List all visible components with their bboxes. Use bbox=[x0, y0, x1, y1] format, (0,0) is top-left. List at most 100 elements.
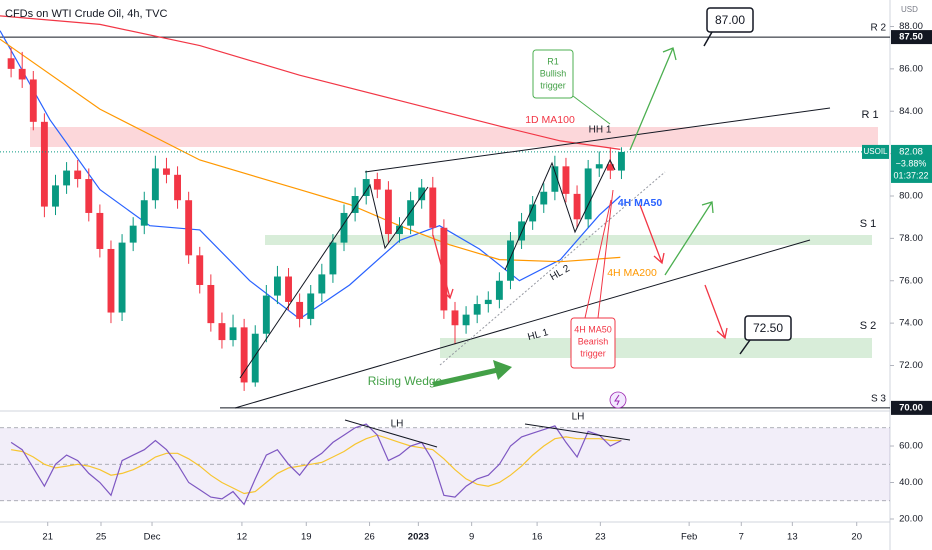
y-tick-label: 40.00 bbox=[899, 477, 923, 488]
bear-arrow bbox=[704, 284, 728, 340]
rsi-label: LH bbox=[391, 419, 404, 430]
candle-body bbox=[174, 174, 181, 201]
level-name: R 1 bbox=[861, 109, 878, 121]
candle-body bbox=[163, 168, 170, 175]
wedge-lower bbox=[234, 239, 811, 409]
candle-body bbox=[107, 248, 115, 313]
bull-box-line: trigger bbox=[540, 80, 566, 90]
candle-body bbox=[296, 301, 304, 319]
level-tag bbox=[891, 30, 932, 45]
candle-body bbox=[473, 304, 481, 315]
candle-body bbox=[573, 193, 581, 220]
x-tick-label: Dec bbox=[144, 532, 161, 543]
x-tick-label: 20 bbox=[851, 532, 862, 543]
rsi-line bbox=[10, 423, 622, 506]
candle-body bbox=[551, 166, 559, 192]
rsi-line bbox=[11, 434, 622, 495]
candle-body bbox=[218, 323, 226, 341]
candle-body bbox=[362, 179, 370, 196]
candle-body bbox=[318, 274, 326, 294]
level-tag bbox=[891, 400, 932, 415]
candle-body bbox=[74, 170, 82, 180]
swing-line bbox=[239, 183, 429, 379]
candle-body bbox=[63, 170, 71, 186]
candle-body bbox=[273, 276, 281, 296]
y-tick-label: 60.00 bbox=[899, 441, 923, 452]
bear-box-line: 4H MA50 bbox=[574, 324, 612, 334]
x-tick-label: 12 bbox=[237, 532, 248, 543]
target-pointer bbox=[703, 31, 713, 47]
s1-zone bbox=[265, 235, 872, 245]
x-tick-label: 9 bbox=[469, 532, 474, 543]
moving-average bbox=[0, 38, 621, 263]
candle-body bbox=[373, 179, 381, 190]
x-tick-label: 26 bbox=[364, 532, 375, 543]
candle-body bbox=[29, 79, 37, 122]
target-label: 72.50 bbox=[753, 321, 783, 335]
y-tick-label: 20.00 bbox=[899, 514, 923, 525]
rsi-lh-line bbox=[344, 419, 438, 448]
candle-body bbox=[151, 168, 159, 201]
candle-body bbox=[52, 185, 59, 207]
rsi-label: LH bbox=[572, 412, 585, 423]
candle-body bbox=[196, 255, 204, 285]
candle-body bbox=[240, 327, 248, 383]
ma-label: 4H MA200 bbox=[607, 267, 657, 279]
swing-line bbox=[504, 158, 616, 271]
candle-body bbox=[351, 195, 359, 213]
ma-label: 4H MA50 bbox=[618, 197, 663, 209]
x-tick-label: 7 bbox=[739, 532, 744, 543]
y-tick-label: 88.00 bbox=[899, 21, 923, 32]
candle-body bbox=[185, 200, 193, 256]
symbol-label: USOIL bbox=[863, 147, 888, 156]
candle-body bbox=[85, 179, 93, 213]
marks-layer: 72.0074.0076.0078.0080.0082.0084.0086.00… bbox=[0, 15, 932, 543]
moving-average bbox=[0, 30, 621, 320]
last-change-label: −3.88% bbox=[896, 158, 927, 168]
target-box bbox=[706, 7, 754, 33]
bull-arrow bbox=[629, 47, 677, 151]
y-tick-label: 86.00 bbox=[899, 63, 923, 74]
candle-body bbox=[262, 295, 270, 334]
candle-body bbox=[40, 121, 48, 207]
candle-body bbox=[429, 187, 437, 228]
candle-body bbox=[418, 187, 426, 201]
rsi-lh-line bbox=[524, 423, 631, 441]
hl-trendline bbox=[439, 171, 666, 366]
bear-box bbox=[570, 317, 616, 369]
last-price-label: 82.08 bbox=[899, 146, 923, 157]
y-tick-label: 84.00 bbox=[899, 106, 923, 117]
candle-body bbox=[595, 164, 603, 169]
candle-body bbox=[484, 299, 492, 305]
candle-body bbox=[251, 333, 259, 383]
candle-body bbox=[384, 189, 392, 235]
level-name: S 2 bbox=[860, 320, 877, 332]
candle-body bbox=[562, 166, 570, 194]
candle-body bbox=[207, 284, 215, 324]
x-tick-label: 19 bbox=[301, 532, 312, 543]
candle-body bbox=[396, 225, 403, 235]
candle-body bbox=[340, 212, 348, 243]
candle-body bbox=[307, 293, 315, 319]
x-tick-label: 25 bbox=[96, 532, 107, 543]
r1-zone bbox=[30, 127, 878, 147]
target-pointer bbox=[739, 339, 751, 355]
s2-zone bbox=[440, 338, 872, 358]
target-label: 87.00 bbox=[715, 13, 745, 27]
candle-body bbox=[440, 227, 448, 311]
bear-arrow bbox=[639, 204, 665, 265]
event-icon[interactable] bbox=[609, 391, 627, 409]
candle-body bbox=[606, 164, 614, 171]
candle-body bbox=[129, 225, 137, 243]
candle-body bbox=[18, 68, 26, 80]
candle-body bbox=[495, 280, 503, 300]
bar-countdown: 01:37:22 bbox=[893, 170, 928, 180]
level-tag-label: 87.50 bbox=[899, 32, 923, 43]
moving-average bbox=[0, 15, 621, 150]
bull-arrow bbox=[664, 201, 714, 276]
candle-body bbox=[540, 191, 548, 205]
candle-body bbox=[618, 151, 625, 171]
